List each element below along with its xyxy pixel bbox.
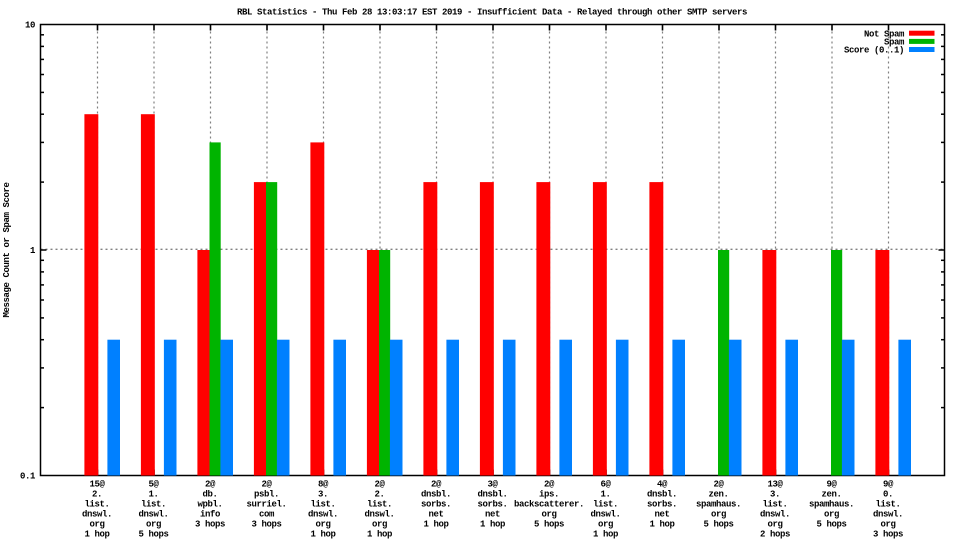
svg-text:4@: 4@	[657, 480, 668, 490]
svg-text:zen.: zen.	[708, 490, 728, 500]
svg-text:5 hops: 5 hops	[138, 530, 168, 540]
svg-text:2@: 2@	[261, 480, 272, 490]
svg-text:Not Spam: Not Spam	[864, 29, 905, 39]
svg-text:dnsbl.: dnsbl.	[647, 490, 677, 500]
svg-text:0.1: 0.1	[20, 472, 36, 482]
svg-text:org: org	[598, 520, 613, 530]
svg-text:org: org	[824, 510, 839, 520]
svg-text:1 hop: 1 hop	[593, 530, 618, 540]
svg-text:1.: 1.	[600, 490, 610, 500]
svg-text:Message Count or Spam Score: Message Count or Spam Score	[2, 182, 12, 317]
svg-text:dnsbl.: dnsbl.	[421, 490, 451, 500]
svg-text:dnswl.: dnswl.	[364, 510, 394, 520]
svg-text:org: org	[880, 520, 895, 530]
svg-text:3 hops: 3 hops	[195, 520, 225, 530]
svg-text:1 hop: 1 hop	[367, 530, 392, 540]
svg-text:list.: list.	[593, 500, 618, 510]
svg-text:15@: 15@	[89, 480, 105, 490]
svg-text:zen.: zen.	[821, 490, 841, 500]
svg-text:backscatterer.: backscatterer.	[514, 500, 584, 510]
svg-text:spamhaus.: spamhaus.	[809, 500, 854, 510]
svg-text:dnsbl.: dnsbl.	[477, 490, 507, 500]
svg-text:net: net	[485, 510, 500, 520]
svg-text:2.: 2.	[92, 490, 102, 500]
svg-text:wpbl.: wpbl.	[197, 500, 222, 510]
svg-text:spamhaus.: spamhaus.	[696, 500, 741, 510]
svg-text:dnswl.: dnswl.	[760, 510, 790, 520]
svg-text:3 hops: 3 hops	[873, 530, 903, 540]
svg-text:list.: list.	[141, 500, 166, 510]
svg-text:org: org	[146, 520, 161, 530]
svg-text:3.: 3.	[318, 490, 328, 500]
svg-text:org: org	[89, 520, 104, 530]
svg-text:dnswl.: dnswl.	[873, 510, 903, 520]
svg-text:RBL Statistics - Thu Feb 28 13: RBL Statistics - Thu Feb 28 13:03:17 EST…	[237, 8, 747, 18]
svg-text:5 hops: 5 hops	[816, 520, 846, 530]
svg-text:org: org	[315, 520, 330, 530]
svg-text:psbl.: psbl.	[254, 490, 279, 500]
svg-text:org: org	[767, 520, 782, 530]
svg-text:list.: list.	[875, 500, 900, 510]
svg-text:dnswl.: dnswl.	[138, 510, 168, 520]
svg-text:2@: 2@	[544, 480, 555, 490]
svg-text:3@: 3@	[487, 480, 498, 490]
svg-text:Spam: Spam	[884, 38, 905, 48]
svg-text:Score (0..1): Score (0..1)	[844, 46, 904, 56]
svg-text:sorbs.: sorbs.	[421, 500, 451, 510]
svg-text:2@: 2@	[205, 480, 216, 490]
svg-text:list.: list.	[367, 500, 392, 510]
svg-text:2 hops: 2 hops	[760, 530, 790, 540]
svg-text:1 hop: 1 hop	[84, 530, 109, 540]
svg-text:1 hop: 1 hop	[310, 530, 335, 540]
svg-text:sorbs.: sorbs.	[477, 500, 507, 510]
svg-text:1 hop: 1 hop	[649, 520, 674, 530]
svg-text:3 hops: 3 hops	[251, 520, 281, 530]
svg-text:com: com	[259, 510, 275, 520]
svg-text:list.: list.	[84, 500, 109, 510]
svg-text:org: org	[711, 510, 726, 520]
svg-text:db.: db.	[202, 490, 217, 500]
svg-text:dnswl.: dnswl.	[590, 510, 620, 520]
svg-text:2@: 2@	[374, 480, 385, 490]
svg-text:1 hop: 1 hop	[423, 520, 448, 530]
svg-text:2@: 2@	[713, 480, 724, 490]
svg-text:1 hop: 1 hop	[480, 520, 505, 530]
svg-text:2@: 2@	[431, 480, 442, 490]
svg-text:net: net	[428, 510, 443, 520]
svg-text:9@: 9@	[883, 480, 894, 490]
svg-text:org: org	[372, 520, 387, 530]
svg-text:0.: 0.	[883, 490, 893, 500]
svg-text:9@: 9@	[826, 480, 837, 490]
svg-text:org: org	[541, 510, 556, 520]
svg-text:surriel.: surriel.	[246, 500, 286, 510]
svg-text:ips.: ips.	[539, 490, 559, 500]
svg-text:8@: 8@	[318, 480, 329, 490]
svg-text:dnswl.: dnswl.	[308, 510, 338, 520]
svg-text:info: info	[200, 510, 220, 520]
svg-text:13@: 13@	[767, 480, 783, 490]
svg-text:net: net	[654, 510, 669, 520]
svg-text:1: 1	[30, 246, 36, 256]
svg-text:5 hops: 5 hops	[534, 520, 564, 530]
svg-text:list.: list.	[310, 500, 335, 510]
svg-text:sorbs.: sorbs.	[647, 500, 677, 510]
svg-text:1.: 1.	[148, 490, 158, 500]
svg-text:10: 10	[25, 21, 35, 31]
svg-text:list.: list.	[762, 500, 787, 510]
svg-text:5@: 5@	[148, 480, 159, 490]
svg-text:5 hops: 5 hops	[703, 520, 733, 530]
svg-text:dnswl.: dnswl.	[82, 510, 112, 520]
svg-text:3.: 3.	[770, 490, 780, 500]
svg-text:6@: 6@	[600, 480, 611, 490]
svg-text:2.: 2.	[374, 490, 384, 500]
